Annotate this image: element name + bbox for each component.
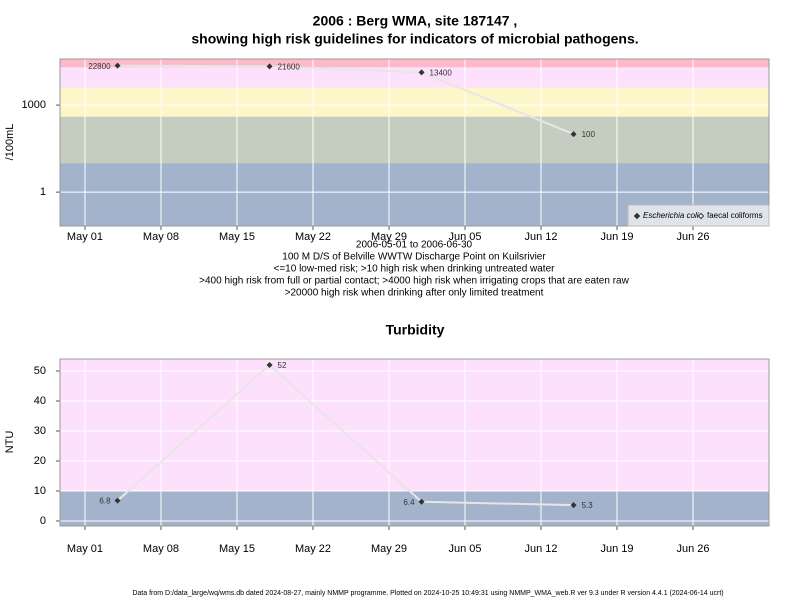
x-tick-label: May 08 bbox=[143, 231, 179, 243]
footer: Data from D:/data_large/wq/wms.db dated … bbox=[132, 590, 723, 597]
value-label: 22800 bbox=[88, 62, 111, 71]
plot-frame bbox=[59, 358, 770, 527]
series-line bbox=[116, 363, 574, 507]
data-point bbox=[266, 63, 273, 70]
x-tick-label: May 22 bbox=[295, 543, 331, 555]
x-tick-label: Jun 26 bbox=[676, 231, 709, 243]
x-tick-label: May 08 bbox=[143, 543, 179, 555]
x-tick-label: May 29 bbox=[371, 543, 407, 555]
data-point bbox=[266, 361, 273, 368]
risk-band bbox=[60, 87, 769, 117]
risk-band bbox=[60, 59, 769, 68]
y-tick-label: 1 bbox=[40, 186, 46, 198]
y-tick-label: 20 bbox=[34, 455, 46, 467]
chart-title: Turbidity bbox=[386, 322, 445, 338]
data-point bbox=[114, 497, 121, 504]
y-tick-label: 0 bbox=[40, 515, 46, 527]
x-tick-label: Jun 05 bbox=[448, 231, 481, 243]
value-label: 13400 bbox=[430, 68, 453, 77]
value-label: 6.8 bbox=[99, 497, 111, 506]
y-tick-label: 40 bbox=[34, 395, 46, 407]
y-tick-label: 1000 bbox=[22, 99, 46, 111]
x-tick-label: May 15 bbox=[219, 231, 255, 243]
value-label: 100 bbox=[582, 130, 596, 139]
risk-band bbox=[60, 490, 769, 526]
x-tick-label: May 15 bbox=[219, 543, 255, 555]
data-point bbox=[570, 131, 577, 138]
chart-title: showing high risk guidelines for indicat… bbox=[191, 31, 638, 47]
value-label: 52 bbox=[278, 361, 287, 370]
risk-band bbox=[60, 116, 769, 164]
x-tick-label: Jun 12 bbox=[524, 231, 557, 243]
data-point bbox=[570, 502, 577, 509]
value-label: 5.3 bbox=[582, 501, 594, 510]
risk-band bbox=[60, 359, 769, 491]
risk-band bbox=[60, 67, 769, 88]
data-point bbox=[114, 62, 121, 69]
note: >400 high risk from full or partial cont… bbox=[199, 276, 629, 287]
note: >20000 high risk when drinking after onl… bbox=[285, 288, 544, 299]
y-axis-label: NTU bbox=[4, 431, 16, 454]
data-point bbox=[418, 69, 425, 76]
x-tick-label: May 01 bbox=[67, 231, 103, 243]
x-tick-label: Jun 19 bbox=[600, 231, 633, 243]
y-tick-label: 30 bbox=[34, 425, 46, 437]
data-point bbox=[418, 498, 425, 505]
legend-label: faecal coliforms bbox=[707, 211, 763, 220]
legend: Escherichia coli faecal coliforms bbox=[627, 204, 770, 227]
x-tick-label: Jun 26 bbox=[676, 543, 709, 555]
y-tick-label: 50 bbox=[34, 365, 46, 377]
note: <=10 low-med risk; >10 high risk when dr… bbox=[274, 264, 556, 275]
series-line bbox=[117, 64, 574, 136]
note: 100 M D/S of Belville WWTW Discharge Poi… bbox=[282, 252, 546, 263]
x-tick-label: Jun 19 bbox=[600, 543, 633, 555]
note: 2006-05-01 to 2006-06-30 bbox=[356, 240, 473, 251]
x-tick-label: May 22 bbox=[295, 231, 331, 243]
x-tick-label: May 29 bbox=[371, 231, 407, 243]
y-tick-label: 10 bbox=[34, 485, 46, 497]
plot-frame bbox=[59, 58, 770, 227]
value-label: 6.4 bbox=[403, 498, 415, 507]
y-axis-label: /100mL bbox=[4, 124, 16, 161]
value-label: 21600 bbox=[278, 62, 301, 71]
x-tick-label: May 01 bbox=[67, 543, 103, 555]
x-tick-label: Jun 12 bbox=[524, 543, 557, 555]
x-tick-label: Jun 05 bbox=[448, 543, 481, 555]
chart-title: 2006 : Berg WMA, site 187147 , bbox=[313, 13, 518, 29]
legend-marker bbox=[697, 212, 705, 220]
legend-marker bbox=[633, 212, 641, 220]
legend-label: Escherichia coli bbox=[643, 211, 699, 220]
